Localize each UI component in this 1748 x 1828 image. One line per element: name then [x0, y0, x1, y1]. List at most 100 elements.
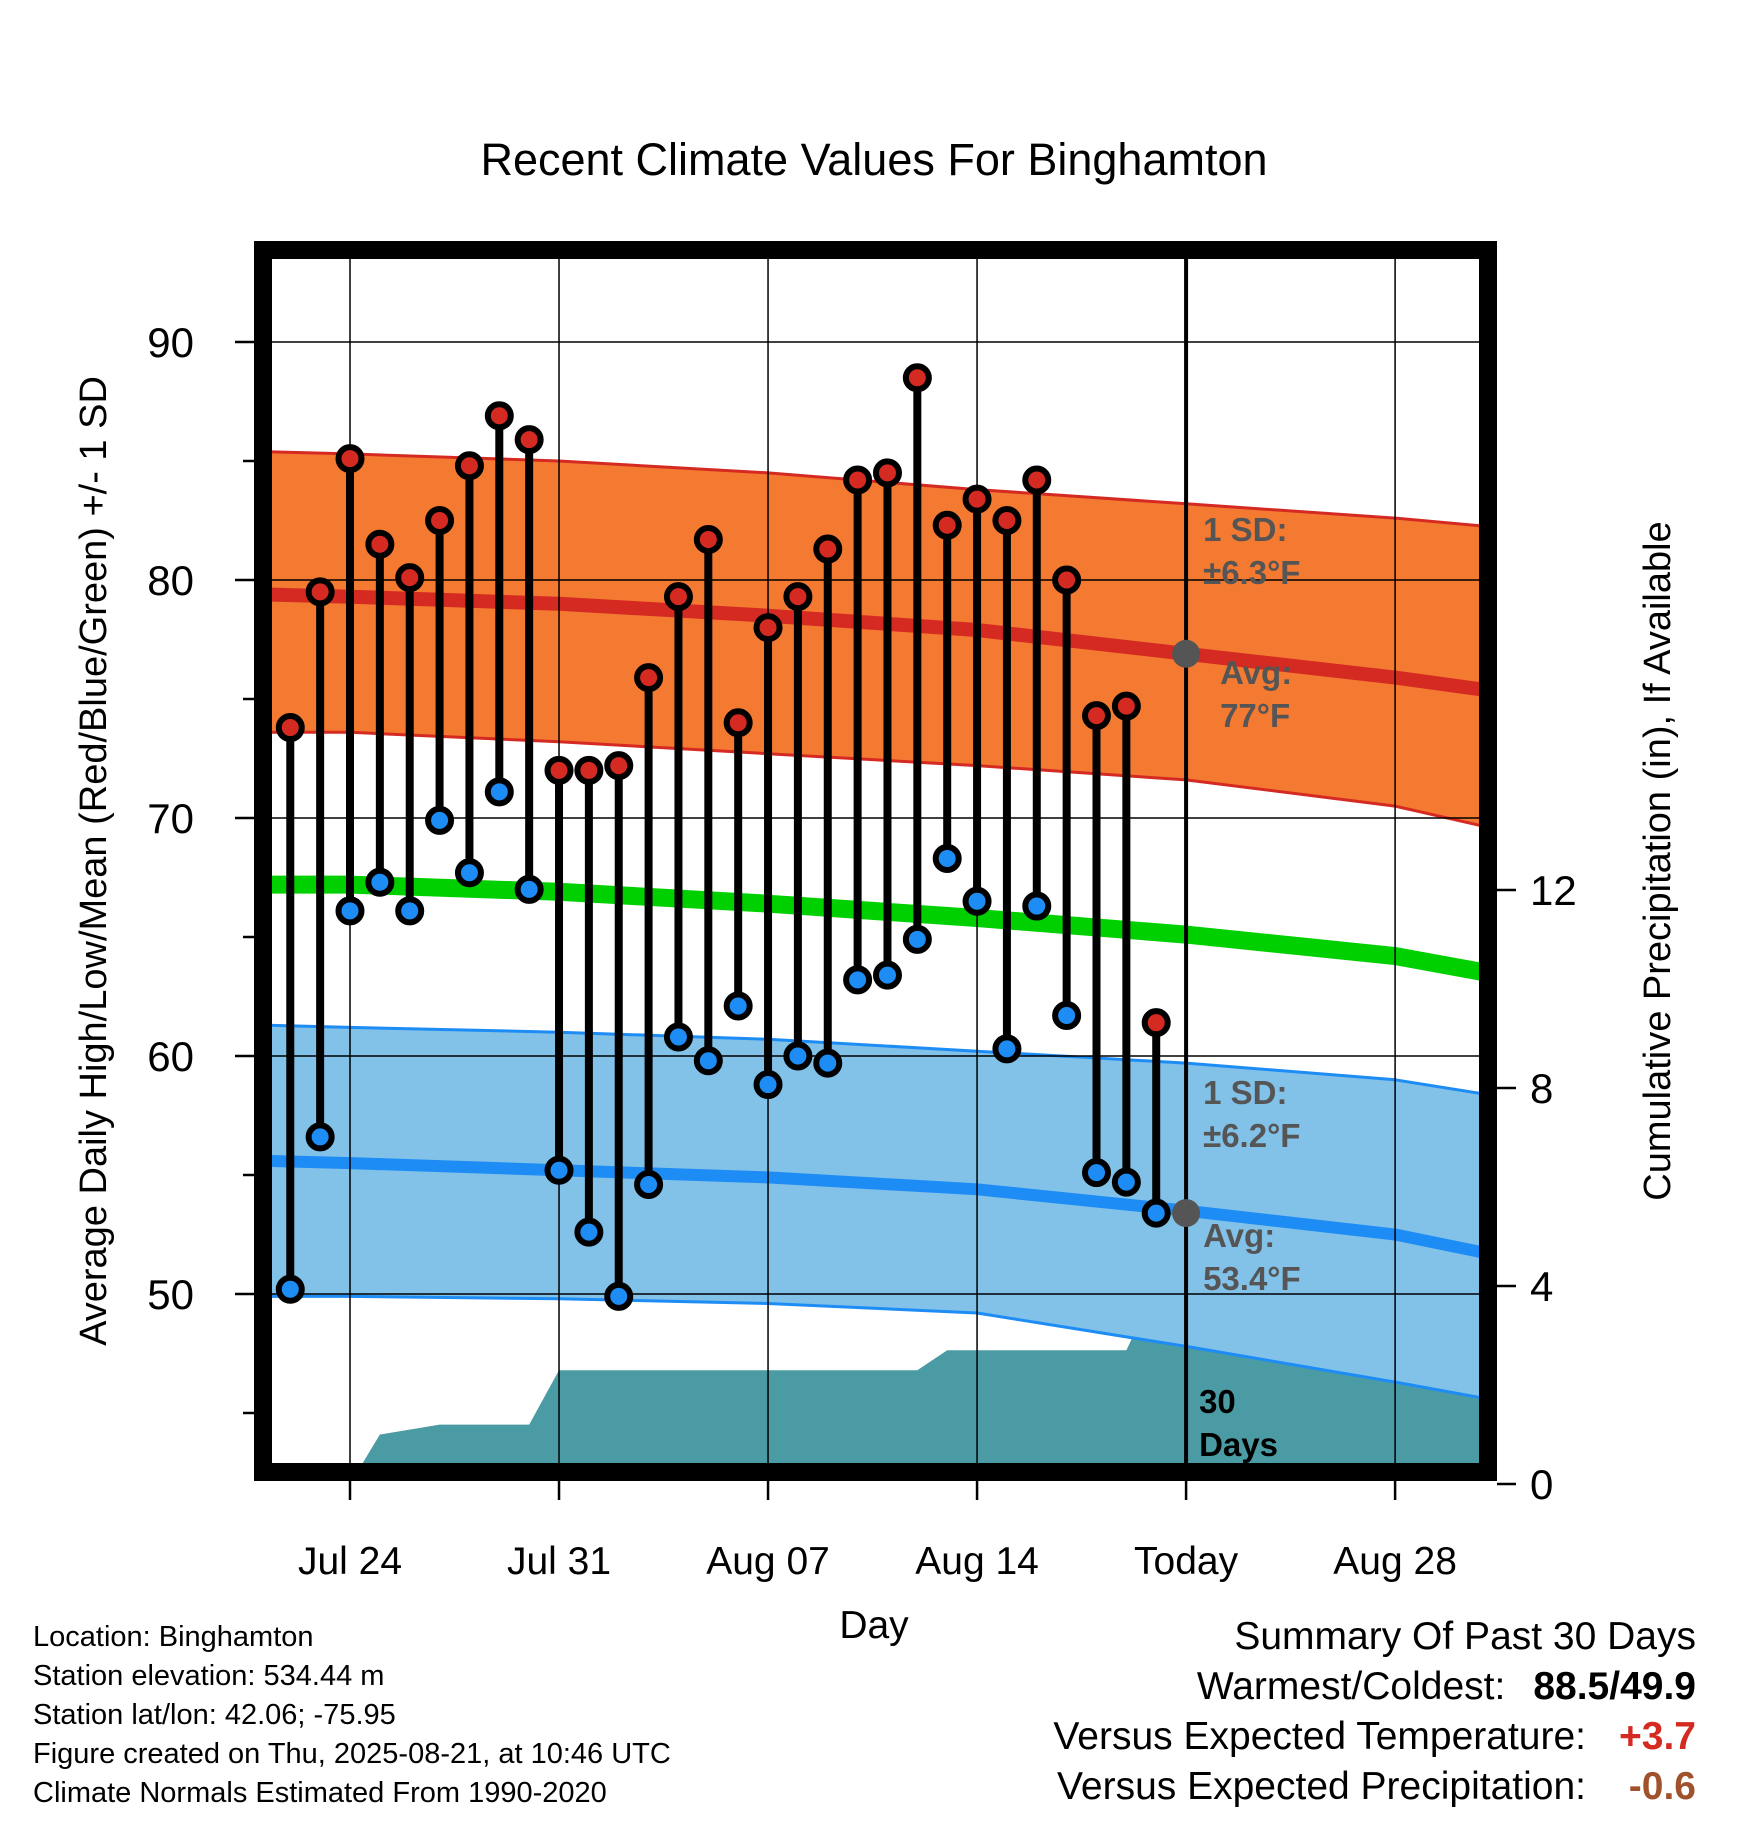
- low-point: [663, 1022, 693, 1052]
- station-latlon: Station lat/lon: 42.06; -75.95: [33, 1699, 396, 1731]
- figure-created: Figure created on Thu, 2025-08-21, at 10…: [33, 1738, 671, 1770]
- low-point: [275, 1274, 305, 1304]
- high-point: [932, 510, 962, 540]
- high-point: [723, 708, 753, 738]
- warmest-value: 88.5/49.9: [1533, 1665, 1696, 1708]
- summary-panel: Summary Of Past 30 Days Warmest/Coldest:…: [1053, 1612, 1696, 1812]
- high-point: [275, 713, 305, 743]
- low-sd-band-lower-edge: [263, 1294, 1488, 1401]
- plot-frame: [254, 241, 1497, 1481]
- low-point: [753, 1070, 783, 1100]
- high-point: [514, 425, 544, 455]
- low-point: [1111, 1167, 1141, 1197]
- low-sd-label: 1 SD:: [1203, 1074, 1287, 1111]
- x-tick-label-7: Jul 31: [507, 1540, 611, 1583]
- high-point: [484, 401, 514, 431]
- high-point: [783, 582, 813, 612]
- high-point: [634, 663, 664, 693]
- y2-tick-label-0: 0: [1530, 1461, 1553, 1508]
- low-point: [1082, 1158, 1111, 1188]
- y-tick-label-70: 70: [147, 795, 194, 842]
- period-number: 30: [1199, 1383, 1236, 1420]
- low-avg-label: Avg:: [1203, 1217, 1275, 1254]
- low-point: [1022, 891, 1052, 921]
- high-point: [1111, 691, 1141, 721]
- precip-label: Versus Expected Precipitation:: [1057, 1765, 1586, 1808]
- low-normal-line: [263, 1154, 1488, 1260]
- x-tick-label-28: Today: [1134, 1540, 1239, 1583]
- climate-normals-note: Climate Normals Estimated From 1990-2020: [33, 1777, 607, 1809]
- low-point: [484, 777, 514, 807]
- station-elevation: Station elevation: 534.44 m: [33, 1660, 385, 1692]
- high-normal-line: [263, 587, 1488, 698]
- high-point: [872, 458, 902, 488]
- high-point: [753, 613, 783, 643]
- high-sd-value: ±6.3°F: [1203, 554, 1300, 591]
- low-point: [1141, 1198, 1171, 1228]
- high-point: [962, 484, 992, 514]
- high-point: [813, 534, 843, 564]
- mean-normal-line: [263, 875, 1488, 983]
- low-point: [305, 1122, 335, 1152]
- high-point: [992, 506, 1022, 535]
- high-point: [1052, 565, 1082, 595]
- low-point: [1052, 1001, 1082, 1031]
- high-point: [305, 577, 335, 607]
- low-point: [932, 843, 962, 873]
- station-location: Location: Binghamton: [33, 1621, 314, 1653]
- low-point: [783, 1041, 813, 1071]
- precip-value: -0.6: [1628, 1765, 1696, 1808]
- summary-title: Summary Of Past 30 Days: [1234, 1615, 1696, 1658]
- low-point: [365, 867, 395, 897]
- high-point: [395, 563, 425, 593]
- high-avg-value: 77°F: [1220, 697, 1290, 734]
- today-high-avg-marker: [1172, 639, 1201, 668]
- low-point: [813, 1048, 843, 1078]
- x-tick-label-0: Jul 24: [298, 1540, 402, 1583]
- high-point: [1082, 701, 1111, 731]
- high-sd-label: 1 SD:: [1203, 511, 1287, 548]
- summary-precip-row: Versus Expected Precipitation: -0.6: [1053, 1762, 1696, 1812]
- x-axis-label: Day: [839, 1604, 909, 1647]
- low-point: [962, 886, 992, 916]
- high-point: [902, 363, 932, 393]
- high-point: [663, 582, 693, 612]
- low-point: [872, 960, 902, 990]
- low-point: [843, 965, 873, 995]
- low-point: [544, 1155, 574, 1185]
- low-point: [395, 896, 425, 926]
- high-sd-band-upper-edge: [263, 450, 1488, 529]
- y-tick-label-60: 60: [147, 1033, 194, 1080]
- y-tick-label-90: 90: [147, 319, 194, 366]
- low-point: [992, 1034, 1022, 1064]
- temp-value: +3.7: [1619, 1715, 1696, 1758]
- low-point: [335, 896, 365, 926]
- low-point: [693, 1046, 723, 1076]
- y2-tick-label-12: 12: [1530, 867, 1577, 914]
- low-sd-band-upper-edge: [263, 1023, 1488, 1097]
- summary-temp-row: Versus Expected Temperature: +3.7: [1053, 1712, 1696, 1762]
- high-point: [365, 529, 395, 559]
- y2-tick-label-8: 8: [1530, 1065, 1553, 1112]
- low-point: [454, 858, 484, 888]
- low-point: [723, 991, 753, 1021]
- period-unit: Days: [1199, 1426, 1278, 1463]
- low-point: [634, 1170, 664, 1200]
- high-point: [425, 506, 455, 535]
- y2-axis-label: Cumulative Precipitation (in), If Availa…: [1637, 521, 1679, 1200]
- x-tick-label-35: Aug 28: [1333, 1540, 1457, 1583]
- station-info: Location: Binghamton Station elevation: …: [33, 1618, 671, 1813]
- high-point: [1141, 1008, 1171, 1038]
- today-low-avg-marker: [1172, 1199, 1201, 1228]
- x-tick-label-21: Aug 14: [915, 1540, 1039, 1583]
- high-point: [335, 444, 365, 474]
- high-point: [574, 755, 604, 785]
- high-avg-label: Avg:: [1220, 654, 1292, 691]
- high-sd-band: [263, 451, 1488, 828]
- high-point: [843, 465, 873, 495]
- low-point: [902, 924, 932, 954]
- temp-label: Versus Expected Temperature:: [1053, 1715, 1586, 1758]
- low-sd-band: [263, 1025, 1488, 1399]
- high-point: [604, 751, 634, 781]
